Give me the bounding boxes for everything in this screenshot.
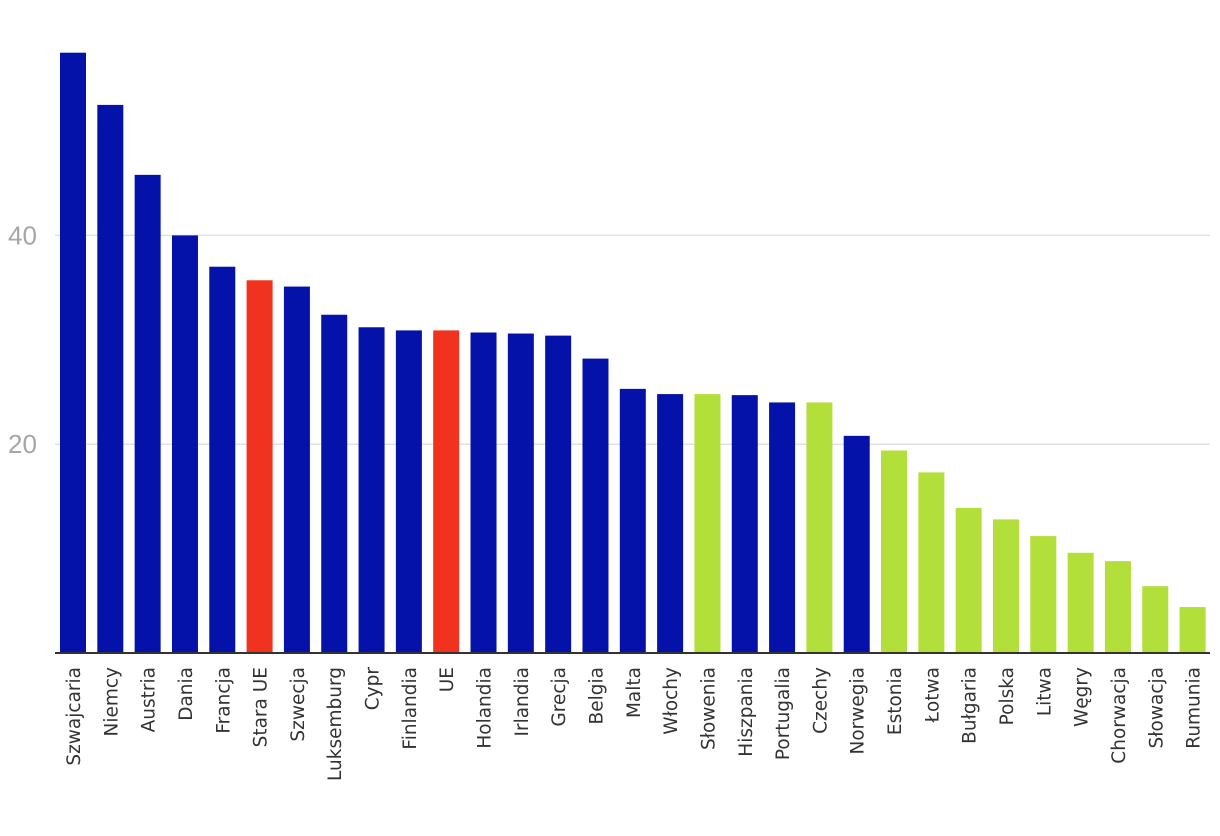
x-tick-label: Łotwa: [922, 667, 943, 723]
bar-cypr: [358, 327, 385, 653]
bar-słowacja: [1142, 586, 1169, 653]
bar-szwecja: [283, 286, 310, 653]
x-tick-label: Belgia: [586, 667, 607, 724]
bar-węgry: [1067, 552, 1094, 653]
bar-rumunia: [1179, 607, 1206, 653]
x-tick-label: Hiszpania: [736, 667, 757, 757]
bar-szwajcaria: [60, 52, 86, 653]
bar-grecja: [545, 335, 572, 653]
bar-czechy: [806, 402, 833, 653]
x-tick-label: Portugalia: [773, 667, 794, 760]
x-tick-label: Słowacja: [1146, 667, 1167, 748]
x-tick-label: Cypr: [363, 667, 384, 711]
x-tick-label: Finlandia: [400, 667, 421, 750]
bar-litwa: [1030, 536, 1057, 653]
x-tick-label: Bułgaria: [960, 667, 981, 744]
x-tick-label: Szwecja: [288, 667, 309, 742]
bar-francja: [209, 266, 236, 653]
bar-holandia: [470, 332, 497, 653]
x-tick-label: Stara UE: [251, 667, 272, 747]
bar-stara-ue: [246, 280, 273, 653]
bar-dania: [171, 235, 198, 653]
x-tick-label: Szwajcaria: [64, 667, 85, 766]
bar-niemcy: [97, 104, 124, 653]
bar-finlandia: [395, 330, 422, 653]
y-tick-label: 20: [8, 429, 37, 459]
bar-estonia: [881, 450, 908, 653]
x-tick-label: Irlandia: [512, 667, 533, 736]
x-tick-label: Dania: [176, 667, 197, 721]
bar-włochy: [657, 394, 684, 653]
x-axis-labels: Szwajcaria Niemcy Austria Dania Francja Stara…: [64, 667, 1205, 781]
x-tick-label: Holandia: [475, 667, 496, 749]
bar-łotwa: [918, 472, 945, 653]
x-tick-label: Norwegia: [848, 667, 869, 755]
bar-luksemburg: [321, 314, 348, 653]
x-tick-label: Estonia: [885, 667, 906, 735]
x-tick-label: UE: [437, 667, 458, 692]
bar-norwegia: [843, 435, 870, 653]
bar-ue: [433, 330, 460, 653]
x-tick-label: Czechy: [810, 667, 831, 734]
bars: [60, 52, 1206, 653]
x-tick-label: Malta: [624, 667, 645, 718]
bar-bułgaria: [955, 507, 982, 653]
x-tick-label: Węgry: [1072, 667, 1093, 727]
x-tick-label: Chorwacja: [1109, 667, 1130, 764]
bar-austria: [134, 174, 161, 653]
x-tick-label: Włochy: [661, 667, 682, 735]
bar-portugalia: [769, 402, 796, 653]
bar-malta: [619, 388, 646, 653]
bar-chorwacja: [1104, 561, 1131, 653]
y-tick-label: 40: [8, 220, 37, 250]
bar-irlandia: [507, 333, 534, 653]
x-tick-label: Austria: [139, 667, 160, 732]
x-tick-label: Rumunia: [1184, 667, 1205, 749]
x-tick-label: Litwa: [1034, 667, 1055, 716]
x-tick-label: Francja: [213, 667, 234, 734]
bar-polska: [993, 519, 1019, 653]
bar-słowenia: [694, 394, 721, 653]
x-tick-label: Słowenia: [698, 667, 719, 750]
bar-belgia: [582, 358, 609, 653]
bar-hiszpania: [731, 395, 758, 653]
x-tick-label: Polska: [997, 667, 1018, 725]
x-tick-label: Luksemburg: [325, 667, 346, 781]
x-tick-label: Niemcy: [101, 667, 122, 737]
x-tick-label: Grecja: [549, 667, 570, 727]
